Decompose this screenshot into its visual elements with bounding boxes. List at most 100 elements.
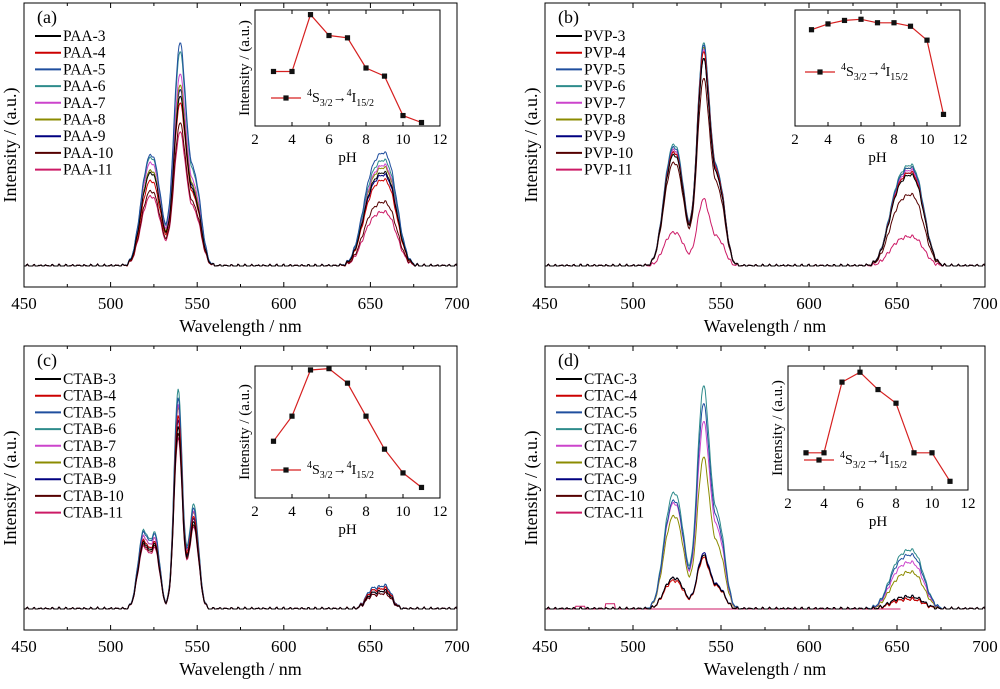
legend-label-CTAB-7: CTAB-7	[63, 438, 116, 455]
inset-x-tick-label: 10	[396, 504, 411, 520]
legend: PVP-3PVP-4PVP-5PVP-6PVP-7PVP-8PVP-9PVP-1…	[556, 28, 633, 179]
inset-x-tick-label: 4	[820, 496, 828, 512]
inset-x-tick-label: 10	[920, 132, 935, 148]
x-axis-title: Wavelength / nm	[704, 316, 827, 336]
legend-label-CTAB-4: CTAB-4	[63, 388, 116, 405]
series-line-CTAB-3	[24, 426, 457, 610]
y-axis-title: Intensity / (a.u.)	[521, 431, 542, 546]
inset-point	[839, 379, 845, 385]
inset-y-axis-title: Intensity / (a.u.)	[770, 380, 786, 476]
inset-legend-label: 4S3/2→4I15/2	[840, 450, 907, 471]
inset-point	[821, 450, 827, 456]
inset-point	[307, 12, 314, 18]
y-axis-title: Intensity / (a.u.)	[521, 88, 542, 203]
inset-x-tick-label: 6	[857, 132, 865, 148]
series-line-CTAC-9	[545, 551, 985, 610]
inset-x-tick-label: 6	[856, 496, 864, 512]
y-axis-title: Intensity / (a.u.)	[0, 431, 21, 546]
inset-x-axis-title: pH	[338, 522, 357, 538]
inset-point	[326, 366, 332, 372]
x-tick-label: 700	[444, 637, 470, 656]
inset-x-tick-label: 4	[824, 132, 832, 148]
legend-label-PVP-4: PVP-4	[584, 45, 626, 62]
inset-x-tick-label: 12	[433, 504, 448, 520]
x-tick-label: 550	[184, 637, 210, 656]
inset-point	[857, 369, 863, 375]
inset-x-axis-title: pH	[338, 150, 357, 166]
series-line-PVP-3	[545, 58, 985, 267]
inset-point	[907, 23, 914, 29]
series-line-PVP-11	[545, 197, 985, 267]
panel-label: (c)	[37, 350, 57, 371]
legend-label-PAA-5: PAA-5	[63, 61, 106, 78]
legend-label-PVP-8: PVP-8	[584, 112, 626, 129]
legend-label-CTAB-9: CTAB-9	[63, 471, 116, 488]
inset-point	[825, 21, 831, 27]
inset-point	[381, 73, 388, 79]
series-group	[24, 42, 457, 267]
inset-point	[270, 68, 277, 75]
inset-x-tick-label: 4	[288, 132, 296, 148]
inset-point	[803, 450, 809, 456]
legend-label-PVP-10: PVP-10	[584, 145, 633, 162]
inset-point	[893, 400, 899, 406]
inset-point	[363, 65, 369, 71]
inset-x-tick-label: 12	[953, 132, 968, 148]
inset-point	[344, 380, 351, 386]
legend-label-CTAB-5: CTAB-5	[63, 404, 116, 421]
inset-y-axis-title: Intensity / (a.u.)	[237, 384, 253, 480]
inset-point	[947, 478, 953, 484]
x-tick-label: 450	[532, 637, 558, 656]
legend-label-CTAC-10: CTAC-10	[584, 488, 645, 505]
legend-label-CTAC-4: CTAC-4	[584, 388, 637, 405]
inset-x-tick-label: 6	[325, 132, 333, 148]
inset-point	[929, 450, 935, 456]
inset-legend-swatch-marker	[283, 95, 289, 101]
legend-label-CTAC-7: CTAC-7	[584, 438, 637, 455]
x-tick-label: 650	[884, 294, 910, 313]
inset-point	[363, 413, 369, 419]
legend-label-PVP-3: PVP-3	[584, 28, 626, 45]
legend-label-CTAC-8: CTAC-8	[584, 455, 637, 472]
x-tick-label: 600	[271, 637, 297, 656]
x-tick-label: 650	[358, 294, 384, 313]
panel-b: 450 500 550 600 650 700 Wavelength / nm Intensi…	[521, 2, 998, 336]
x-tick-label: 450	[11, 637, 37, 656]
x-tick-label: 550	[708, 637, 734, 656]
inset-x-tick-label: 2	[251, 132, 259, 148]
x-tick-label: 500	[98, 294, 124, 313]
inset-legend-swatch-marker	[283, 467, 289, 473]
legend-label-PVP-9: PVP-9	[584, 128, 626, 145]
inset-point	[418, 484, 425, 491]
x-tick-label: 450	[532, 294, 558, 313]
inset: 2 4 6 8 10 12 pH Intensity / (a.u.) 4S3/2→4I15/2	[237, 9, 448, 166]
inset-point	[808, 27, 815, 33]
legend-label-CTAC-5: CTAC-5	[584, 404, 637, 421]
legend-label-CTAC-9: CTAC-9	[584, 471, 637, 488]
series-line-CTAC-3	[545, 554, 985, 610]
inset-frame	[787, 365, 969, 491]
legend-label-CTAB-3: CTAB-3	[63, 371, 116, 388]
inset-x-tick-label: 2	[791, 132, 799, 148]
x-tick-label: 450	[11, 294, 37, 313]
inset-point	[270, 438, 277, 444]
series-group	[24, 388, 457, 610]
inset-x-tick-label: 2	[784, 496, 792, 512]
x-tick-label: 600	[271, 294, 297, 313]
legend: CTAB-3CTAB-4CTAB-5CTAB-6CTAB-7CTAB-8CTAB…	[35, 371, 124, 522]
legend-label-CTAC-11: CTAC-11	[584, 505, 644, 522]
x-tick-label: 700	[972, 294, 998, 313]
legend-label-PAA-6: PAA-6	[63, 78, 106, 95]
inset-point	[381, 446, 388, 452]
inset-y-axis-title: Intensity / (a.u.)	[237, 20, 253, 116]
series-group	[545, 42, 985, 267]
inset-point	[326, 32, 332, 39]
inset-legend-label: 4S3/2→4I15/2	[307, 88, 374, 109]
inset-point	[858, 16, 864, 22]
series-line-CTAC-4	[545, 556, 985, 610]
inset-point	[289, 413, 295, 419]
x-tick-label: 700	[972, 637, 998, 656]
inset-x-tick-label: 8	[362, 132, 370, 148]
legend-label-PAA-10: PAA-10	[63, 145, 113, 162]
